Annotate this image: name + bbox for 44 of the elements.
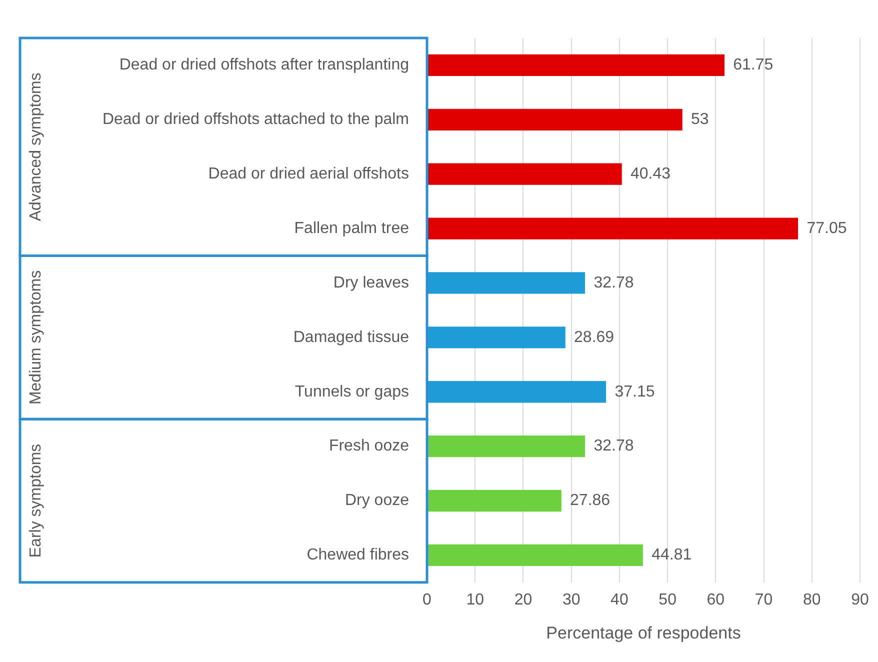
data-label: 44.81 xyxy=(652,546,692,564)
y-tick-label: Dry leaves xyxy=(333,274,409,292)
data-label: 32.78 xyxy=(594,438,634,455)
data-label: 61.75 xyxy=(733,56,774,74)
y-tick-label: Dead or dried offshots attached to the palm xyxy=(102,111,409,128)
x-tick-label: 30 xyxy=(562,591,580,608)
data-label: 28.69 xyxy=(574,328,614,346)
text: Advanced symptoms xyxy=(27,72,44,222)
y-tick-label: Dry ooze xyxy=(344,492,410,510)
data-label: 37.15 xyxy=(614,383,655,400)
y-tick-label: Fallen palm tree xyxy=(294,220,410,237)
x-tick-label: 60 xyxy=(706,591,725,608)
bar xyxy=(427,108,682,130)
x-tick-label: 50 xyxy=(658,591,677,608)
data-label: 32.78 xyxy=(594,274,634,292)
bar xyxy=(427,490,562,512)
x-tick-label: 80 xyxy=(802,591,821,608)
y-tick-label: Tunnels or gaps xyxy=(294,383,409,400)
y-tick-label: Dead or dried offshots after transplanting xyxy=(119,56,409,74)
x-tick-label: 90 xyxy=(851,591,869,608)
text: Medium symptoms xyxy=(27,270,44,405)
y-tick-label: Fresh ooze xyxy=(328,438,410,455)
bar xyxy=(427,544,643,566)
x-axis-title: Percentage of respodents xyxy=(546,623,741,642)
x-tick-label: 0 xyxy=(422,591,432,608)
data-label: 77.05 xyxy=(806,220,847,237)
bar xyxy=(427,218,798,240)
bar xyxy=(427,326,566,348)
bar xyxy=(427,381,606,403)
x-tick-label: 70 xyxy=(754,591,773,608)
y-tick-label: Dead or dried aerial offshots xyxy=(208,166,409,183)
bar xyxy=(427,54,724,76)
bar xyxy=(427,435,586,458)
text: Early symptoms xyxy=(27,444,44,558)
data-label: 40.43 xyxy=(630,166,671,183)
x-tick-label: 10 xyxy=(466,591,484,608)
data-label: 53 xyxy=(690,111,709,128)
y-tick-label: Damaged tissue xyxy=(293,328,410,346)
y-tick-label: Chewed fibres xyxy=(306,546,409,564)
data-label: 27.86 xyxy=(570,492,610,510)
x-tick-label: 40 xyxy=(610,591,628,608)
x-tick-label: 20 xyxy=(514,591,532,608)
bar xyxy=(427,163,622,185)
bar xyxy=(427,272,586,294)
